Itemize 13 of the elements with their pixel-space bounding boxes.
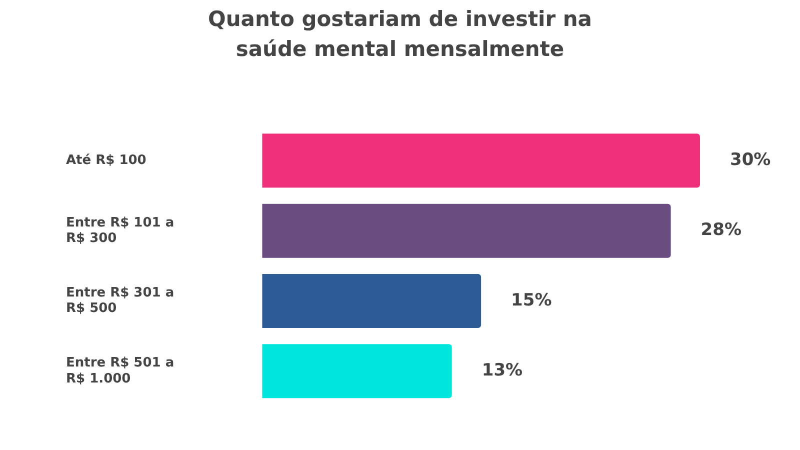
- y-tick-label: Até R$ 100: [66, 153, 146, 168]
- data-label: 13%: [482, 360, 523, 381]
- data-label: 15%: [511, 290, 552, 310]
- bar: [262, 344, 452, 398]
- bar: [262, 274, 482, 328]
- y-tick-label: Entre R$ 501 a R$ 1.000: [66, 356, 174, 386]
- bar: [262, 134, 700, 188]
- y-tick-label: Entre R$ 301 a R$ 500: [66, 286, 174, 316]
- chart-title: Quanto gostariam de investir na saúde mental mensalmente: [207, 6, 593, 63]
- data-label: 28%: [700, 220, 742, 240]
- bar: [262, 204, 671, 258]
- data-label: 30%: [730, 150, 771, 170]
- y-tick-label: Entre R$ 101 a R$ 300: [66, 215, 174, 246]
